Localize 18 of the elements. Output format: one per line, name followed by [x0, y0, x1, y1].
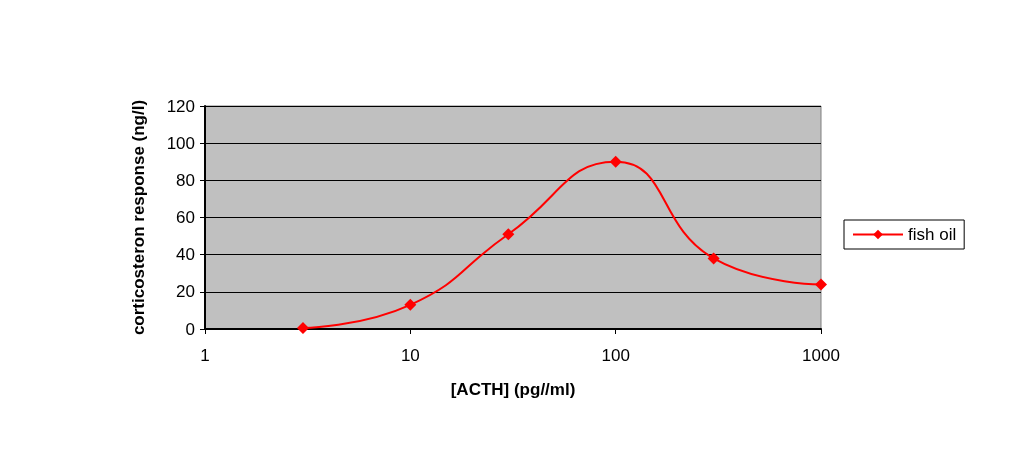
y-tick-label: 120: [166, 96, 195, 116]
y-axis-title: corticosteron response (ng/l): [129, 99, 148, 336]
y-tick-label: 40: [176, 245, 195, 265]
y-tick-label: 20: [176, 282, 195, 302]
y-tick-label: 80: [176, 170, 195, 190]
y-tick-label: 60: [176, 208, 195, 227]
x-tick-label: 1: [200, 346, 210, 365]
x-tick-label: 100: [601, 346, 630, 365]
y-tick-label: 0: [185, 319, 195, 339]
legend-label: fish oil: [908, 225, 957, 244]
x-axis-title: [ACTH] (pg//ml): [450, 380, 576, 399]
x-tick-label: 10: [400, 346, 420, 365]
point: [609, 155, 622, 168]
y-tick-label: 100: [166, 133, 195, 153]
point: [815, 278, 827, 291]
point: [296, 322, 309, 335]
x-tick-label: 1000: [802, 346, 840, 365]
point: [502, 228, 515, 241]
